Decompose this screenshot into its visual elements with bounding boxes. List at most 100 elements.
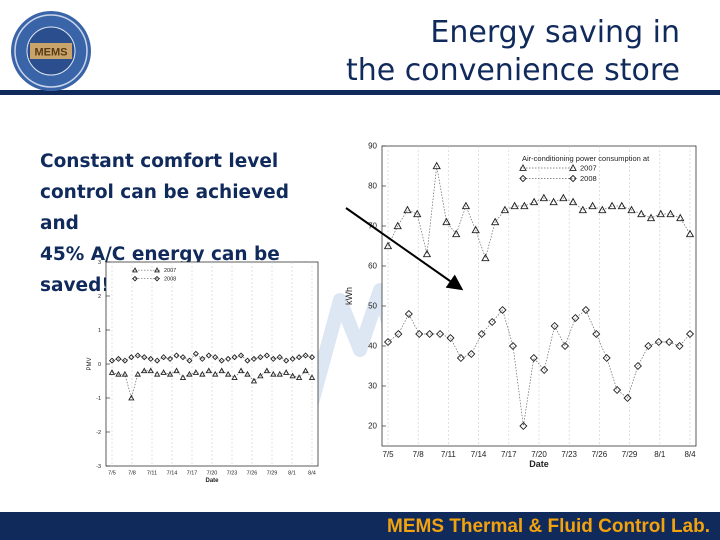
data-point [508,341,518,351]
x-tick-label: 7/17 [501,450,517,459]
footer-bar: MEMS Thermal & Fluid Control Lab. [0,512,720,540]
legend-marker [569,164,577,171]
x-tick-label: 7/5 [108,471,116,477]
data-point [559,193,568,202]
x-tick-label: 7/14 [471,450,487,459]
data-point [257,354,264,361]
legend-marker [519,164,527,171]
data-point [617,201,626,210]
data-point [205,352,212,359]
data-point [644,341,653,351]
data-point [212,370,219,377]
data-point [519,421,528,431]
data-point [520,201,529,210]
data-point [578,205,588,214]
data-point [415,329,424,339]
y-tick-label: 40 [368,342,377,351]
title-line-1: Energy saving in [430,15,680,50]
x-tick-label: 7/17 [187,471,198,477]
x-tick-label: 7/29 [267,471,278,477]
data-point [442,217,451,226]
x-tick-label: 7/11 [147,471,157,477]
data-point [446,333,455,343]
y-tick-label: 30 [368,382,377,391]
data-point [498,305,507,315]
data-point [167,355,174,362]
x-tick-label: 8/4 [684,450,696,459]
y-tick-label: 90 [368,142,377,151]
legend-label: 2007 [580,164,597,173]
x-tick-label: 7/26 [247,471,258,477]
x-tick-label: 8/4 [308,471,316,477]
data-point [461,201,471,210]
logo-text: MEMS [35,47,68,59]
body-text: Constant comfort level control can be ac… [40,146,330,301]
data-point [289,355,296,362]
y-tick-label: 50 [368,302,377,311]
data-point [302,367,309,374]
data-point [276,370,283,377]
data-point [308,374,316,380]
x-tick-label: 8/1 [654,450,666,459]
x-tick-label: 7/26 [592,450,608,459]
data-point [540,365,549,375]
data-point [199,355,206,362]
y-tick-label: 0 [98,362,101,368]
data-point [302,352,309,359]
data-point [244,357,251,364]
data-point [529,197,539,206]
data-point [308,354,316,361]
x-tick-label: 7/14 [167,471,178,477]
data-point [633,361,642,371]
series-line [387,309,691,427]
data-point [296,354,303,361]
x-tick-label: 7/8 [413,450,425,459]
data-point [654,337,663,347]
data-point [592,329,601,339]
data-point [607,201,617,210]
data-point [218,367,225,374]
legend-marker [569,174,577,183]
x-tick-label: 7/20 [531,450,547,459]
body-line-2: control can be achieved and [40,182,289,234]
data-point [147,367,154,374]
data-point [588,201,597,210]
page-title: Energy saving in the convenience store [346,14,680,90]
data-point [568,197,578,206]
y-tick-label: -3 [96,464,101,470]
title-line-2: the convenience store [345,53,680,88]
data-point [199,370,206,377]
y-tick-label: 1 [98,328,101,334]
data-point [488,317,497,327]
footer-text: MEMS Thermal & Fluid Control Lab. [387,516,710,537]
x-tick-label: 7/5 [382,450,394,459]
data-point [179,374,187,380]
data-point [160,369,167,375]
data-point [452,229,461,238]
legend-label: 2007 [164,268,176,274]
legend-marker [132,267,138,273]
x-tick-label: 7/20 [207,471,218,477]
data-point [646,213,656,222]
data-point [432,161,441,170]
x-tick-label: 7/23 [227,471,238,477]
body-line-1: Constant comfort level [40,151,279,172]
data-point [295,374,303,380]
y-tick-label: -2 [96,430,101,436]
data-point [550,321,559,331]
data-point [205,367,212,374]
data-point [623,393,632,403]
data-point [141,354,148,361]
data-point [237,352,245,359]
legend-marker [132,275,138,282]
data-point [456,353,465,363]
data-point [602,353,611,363]
data-point [666,209,675,218]
data-point [613,385,622,395]
data-point [192,350,199,357]
data-point [218,357,225,364]
data-point [665,337,674,347]
y-axis-label: kWh [344,287,354,305]
data-point [160,354,167,361]
data-point [121,357,128,364]
